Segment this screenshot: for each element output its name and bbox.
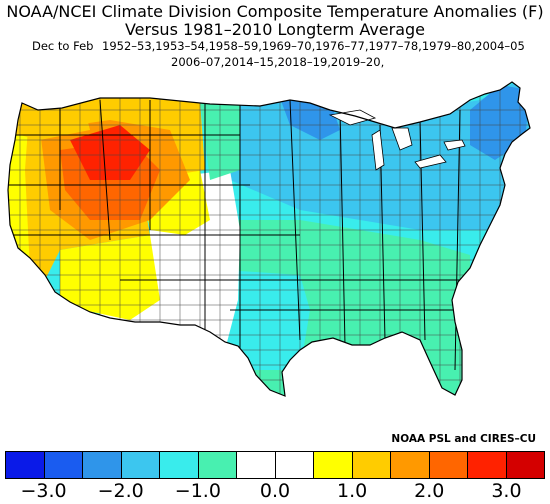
- years-line-1: 1952–53,1953–54,1958–59,1969–70,1976–77,…: [102, 39, 525, 53]
- colorbar-tick-label: 1.0: [337, 480, 368, 502]
- season-label: Dec to Feb: [32, 39, 94, 53]
- colorbar-swatch: [237, 452, 276, 478]
- colorbar-tick-label: 2.0: [414, 480, 445, 502]
- colorbar-swatch: [198, 452, 237, 478]
- colorbar-swatch: [506, 452, 544, 478]
- region-southwest: [60, 235, 160, 320]
- colorbar-tick-label: 0.0: [259, 480, 291, 502]
- credit-label: NOAA PSL and CIRES–CU: [391, 433, 536, 445]
- title-line-1: NOAA/NCEI Climate Division Composite Tem…: [6, 2, 544, 21]
- state-borders: [8, 99, 470, 371]
- colorbar-swatch: [83, 452, 122, 478]
- colorbar: [5, 451, 545, 479]
- colorbar-swatch: [275, 452, 314, 478]
- colorbar-swatch: [391, 452, 430, 478]
- colorbar-tick-label: −2.0: [97, 480, 144, 502]
- region-pacific-northwest: [8, 90, 90, 140]
- colorbar-swatch: [44, 452, 83, 478]
- colorbar-tick-label: −3.0: [20, 480, 67, 502]
- great-lakes-water: [328, 109, 466, 171]
- region-idaho-core: [70, 125, 150, 180]
- colorbar-swatch: [121, 452, 160, 478]
- years-line-2: 2006–07,2014–15,2018–19,2019–20,: [171, 55, 385, 69]
- colorbar-swatch: [429, 452, 468, 478]
- colorbar-swatch: [160, 452, 199, 478]
- colorbar-swatch: [352, 452, 391, 478]
- colorbar-tick-label: 3.0: [491, 480, 522, 502]
- colorbar-swatch: [468, 452, 507, 478]
- us-anomaly-map: [7, 81, 531, 397]
- colorbar-swatch: [6, 452, 45, 478]
- colorbar-tick-label: −1.0: [174, 480, 221, 502]
- colorbar-swatch: [314, 452, 353, 478]
- title-line-2: Versus 1981–2010 Longterm Average: [124, 20, 426, 39]
